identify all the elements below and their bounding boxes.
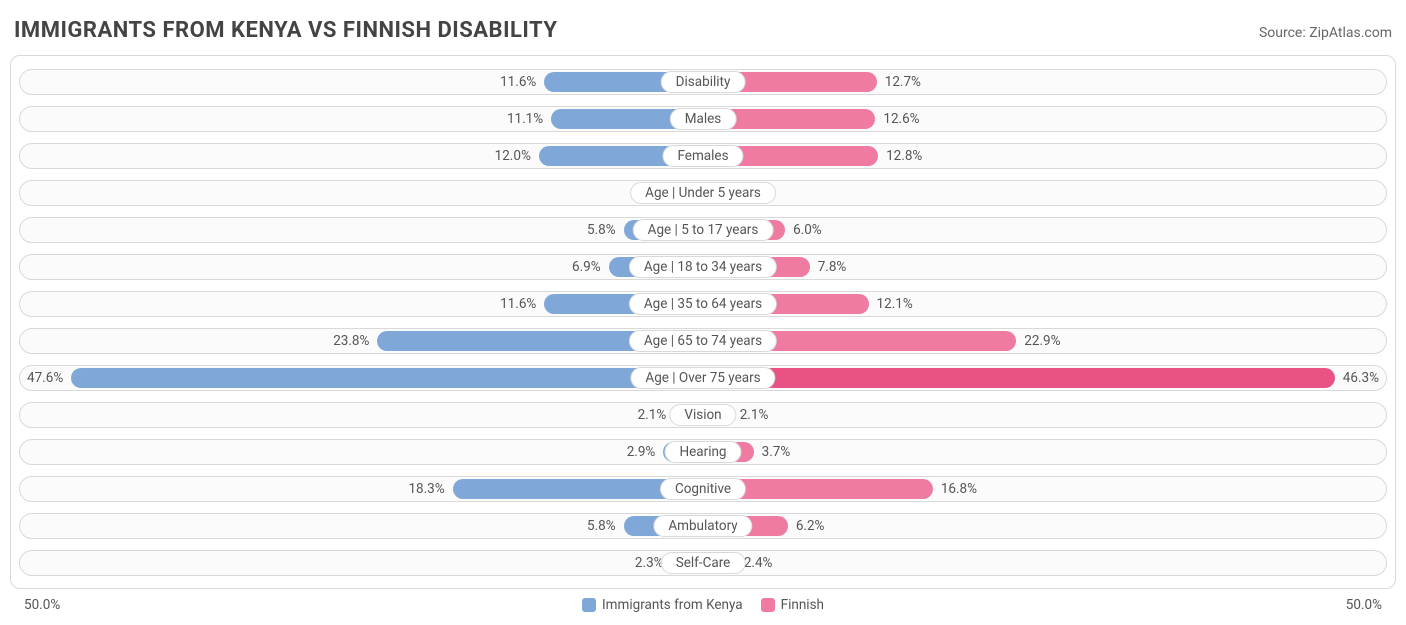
row-left-half: 2.1% (19, 399, 703, 430)
chart-row: 18.3% 16.8% Cognitive (19, 473, 1387, 504)
chart-row: 5.8% 6.0% Age | 5 to 17 years (19, 214, 1387, 245)
legend-item-right: Finnish (761, 597, 824, 613)
value-left: 47.6% (19, 370, 71, 386)
row-left-half: 12.0% (19, 140, 703, 171)
value-right: 22.9% (1016, 333, 1068, 349)
row-left-half: 11.6% (19, 288, 703, 319)
row-left-half: 5.8% (19, 510, 703, 541)
value-left: 23.8% (325, 333, 377, 349)
value-left: 18.3% (400, 481, 452, 497)
category-label: Age | 5 to 17 years (633, 219, 774, 241)
legend: Immigrants from Kenya Finnish (582, 597, 824, 613)
row-right-half: 2.4% (703, 547, 1387, 578)
legend-label-left: Immigrants from Kenya (602, 597, 743, 613)
chart-row: 2.3%2.4%Self-Care (19, 547, 1387, 578)
value-right: 12.8% (878, 148, 930, 164)
chart-row: 47.6% 46.3% Age | Over 75 years (19, 362, 1387, 393)
value-left: 11.1% (499, 111, 551, 127)
legend-swatch-left (582, 598, 596, 612)
row-left-half: 23.8% (19, 325, 703, 356)
legend-label-right: Finnish (781, 597, 824, 613)
value-left: 2.1% (630, 407, 675, 423)
category-label: Vision (669, 404, 736, 426)
value-left: 6.9% (564, 259, 609, 275)
value-right: 12.7% (877, 74, 929, 90)
bar-right (703, 368, 1335, 388)
row-left-half: 2.3% (19, 547, 703, 578)
chart-row: 2.9% 3.7% Hearing (19, 436, 1387, 467)
header: IMMIGRANTS FROM KENYA VS FINNISH DISABIL… (0, 0, 1406, 55)
diverging-bar-chart: 11.6% 12.7% Disability 11.1% 12.6% Males 12.0%… (10, 55, 1396, 589)
row-right-half: 6.0% (703, 214, 1387, 245)
row-right-half: 7.8% (703, 251, 1387, 282)
value-right: 12.6% (875, 111, 927, 127)
row-right-half: 12.1% (703, 288, 1387, 319)
category-label: Hearing (664, 441, 741, 463)
row-right-half: 12.7% (703, 66, 1387, 97)
value-left: 5.8% (579, 222, 624, 238)
row-right-half: 6.2% (703, 510, 1387, 541)
value-left: 11.6% (492, 74, 544, 90)
value-right: 6.0% (785, 222, 830, 238)
chart-footer: 50.0% Immigrants from Kenya Finnish 50.0… (10, 591, 1396, 619)
category-label: Age | Over 75 years (630, 367, 775, 389)
chart-row: 6.9% 7.8% Age | 18 to 34 years (19, 251, 1387, 282)
value-right: 6.2% (788, 518, 833, 534)
row-right-half: 1.6% (703, 177, 1387, 208)
row-left-half: 18.3% (19, 473, 703, 504)
row-right-half: 22.9% (703, 325, 1387, 356)
row-left-half: 5.8% (19, 214, 703, 245)
chart-row: 1.2%1.6%Age | Under 5 years (19, 177, 1387, 208)
row-left-half: 6.9% (19, 251, 703, 282)
row-right-half: 16.8% (703, 473, 1387, 504)
chart-row: 11.6% 12.1% Age | 35 to 64 years (19, 288, 1387, 319)
axis-left-label: 50.0% (24, 597, 60, 613)
value-left: 12.0% (487, 148, 539, 164)
legend-item-left: Immigrants from Kenya (582, 597, 743, 613)
category-label: Age | Under 5 years (630, 182, 776, 204)
row-left-half: 1.2% (19, 177, 703, 208)
chart-row: 11.6% 12.7% Disability (19, 66, 1387, 97)
row-left-half: 11.6% (19, 66, 703, 97)
category-label: Age | 35 to 64 years (629, 293, 777, 315)
row-right-half: 12.6% (703, 103, 1387, 134)
legend-swatch-right (761, 598, 775, 612)
value-right: 2.1% (732, 407, 777, 423)
row-right-half: 2.1% (703, 399, 1387, 430)
value-right: 12.1% (869, 296, 921, 312)
value-left: 2.9% (619, 444, 664, 460)
category-label: Females (662, 145, 743, 167)
category-label: Males (670, 108, 737, 130)
row-right-half: 3.7% (703, 436, 1387, 467)
category-label: Self-Care (661, 552, 746, 574)
row-right-half: 12.8% (703, 140, 1387, 171)
axis-right-label: 50.0% (1346, 597, 1382, 613)
bar-left (71, 368, 703, 388)
value-left: 11.6% (492, 296, 544, 312)
category-label: Disability (661, 71, 746, 93)
row-left-half: 11.1% (19, 103, 703, 134)
value-left: 5.8% (579, 518, 624, 534)
source-attribution: Source: ZipAtlas.com (1259, 25, 1392, 41)
value-right: 7.8% (810, 259, 855, 275)
value-right: 46.3% (1335, 370, 1387, 386)
row-right-half: 46.3% (703, 362, 1387, 393)
value-right: 3.7% (754, 444, 799, 460)
row-left-half: 47.6% (19, 362, 703, 393)
category-label: Age | 18 to 34 years (629, 256, 777, 278)
chart-container: IMMIGRANTS FROM KENYA VS FINNISH DISABIL… (0, 0, 1406, 619)
category-label: Age | 65 to 74 years (629, 330, 777, 352)
chart-title: IMMIGRANTS FROM KENYA VS FINNISH DISABIL… (14, 18, 557, 43)
chart-row: 12.0% 12.8% Females (19, 140, 1387, 171)
category-label: Cognitive (660, 478, 746, 500)
value-right: 16.8% (933, 481, 985, 497)
chart-row: 5.8% 6.2% Ambulatory (19, 510, 1387, 541)
row-left-half: 2.9% (19, 436, 703, 467)
chart-row: 23.8% 22.9% Age | 65 to 74 years (19, 325, 1387, 356)
chart-row: 2.1% 2.1%Vision (19, 399, 1387, 430)
chart-row: 11.1% 12.6% Males (19, 103, 1387, 134)
category-label: Ambulatory (653, 515, 752, 537)
